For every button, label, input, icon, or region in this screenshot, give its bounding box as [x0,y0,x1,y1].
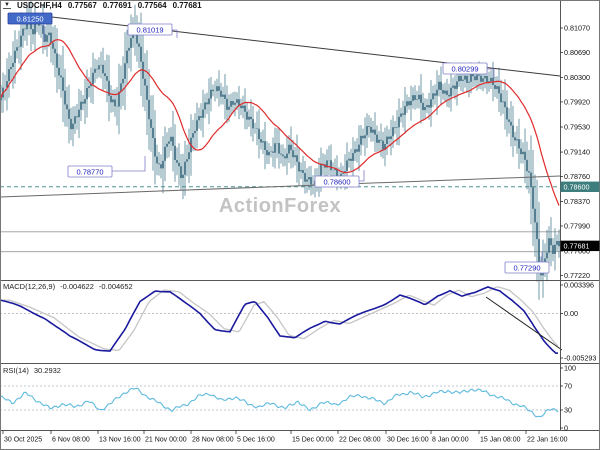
price-level-label-box[interactable] [127,23,173,36]
price-level-label-text: 0.78600 [323,178,350,187]
label-leader-line [359,170,365,182]
rsi-line [0,387,559,418]
price-level-label-text: 0.80299 [451,65,478,74]
price-level-label-box[interactable] [67,165,113,178]
axis-price-label: 70 [564,382,572,391]
axis-price-label: 0.77600 [564,247,590,256]
price-level-label-box[interactable] [314,175,360,188]
macd-name: MACD(12,26,9) [3,282,56,291]
axis-price-label: 0.79920 [564,98,590,107]
trendline[interactable] [0,175,561,198]
macd-indicator-label: MACD(12,26,9) -0.004622 -0.004652 [3,282,133,291]
current-price-marker-text: 0.77681 [564,241,590,250]
label-leader-line [112,156,146,172]
axis-price-label: 0.78760 [564,172,590,181]
price-level-label-text: 0.81019 [136,26,163,35]
time-axis-label[interactable]: 28 Nov 08:00 [192,437,234,444]
current-price-marker [560,240,600,252]
time-axis-label[interactable]: 21 Nov 00:00 [145,437,187,444]
ohlc-close: 0.77681 [172,1,202,10]
price-level-label-text: 0.81250 [16,15,43,24]
macd-value2: -0.004652 [98,282,133,291]
rsi-value: 30.2932 [33,366,61,375]
time-axis-label[interactable]: 15 Dec 00:00 [292,437,334,444]
rsi-name: RSI(14) [3,366,29,375]
time-axis-label[interactable]: 13 Nov 16:00 [99,437,141,444]
moving-average-line [0,39,560,206]
time-axis-label[interactable]: 30 Dec 16:00 [387,437,429,444]
time-axis-label[interactable]: 22 Jan 16:00 [527,437,568,444]
time-axis-label[interactable]: 15 Jan 08:00 [480,437,521,444]
time-axis-label[interactable]: 6 Nov 08:00 [52,437,90,444]
time-axis-label[interactable]: 22 Dec 08:00 [339,437,381,444]
axis-price-label: 0.00 [564,309,578,318]
axis-price-label: 0.78370 [564,197,590,206]
label-leader-line [487,68,495,78]
axis-price-label: 0.003396 [564,281,594,290]
macd-value1: -0.004622 [60,282,94,291]
axis-price-label: 0.80690 [564,48,590,57]
rsi-indicator-label: RSI(14) 30.2932 [3,366,61,375]
chevron-down-icon[interactable]: ▼ [3,2,11,9]
price-level-label-box[interactable] [7,12,53,25]
price-level-label-text: 0.77290 [513,264,540,273]
symbol-timeframe: USDCHF,H4 [16,1,62,10]
current-price-marker [560,181,600,192]
ohlc-high: 0.77691 [102,1,132,10]
time-axis-label[interactable]: 30 Oct 2025 [4,437,42,444]
axis-price-label: -0.005293 [564,354,596,363]
macd-main-line [0,286,558,354]
axis-price-label: 0.77220 [564,271,590,280]
ohlc-low: 0.77564 [137,1,167,10]
macd-signal-line [0,286,559,352]
axis-price-label: 0.77990 [564,222,590,231]
price-level-label-text: 0.78770 [76,168,103,177]
symbol-info-bar: ▼ USDCHF,H4 0.77567 0.77691 0.77564 0.77… [3,1,202,10]
axis-price-label: 100 [564,364,576,373]
current-price-marker-text: 0.78600 [564,182,590,191]
ohlc-open: 0.77567 [67,1,97,10]
axis-price-label: 0.79530 [564,123,590,132]
macd-trendline[interactable] [485,296,563,351]
time-axis-label[interactable]: 8 Jan 00:00 [432,437,469,444]
price-level-label-box[interactable] [504,261,550,274]
candle-bodies [0,17,560,276]
axis-price-label: 30 [564,406,572,415]
label-leader-line [172,29,178,38]
axis-price-label: 0.81070 [564,24,590,33]
axis-price-label: 0 [564,424,568,433]
candle-wicks [0,0,560,300]
axis-price-label: 0.79140 [564,148,590,157]
axis-price-label: 0.80300 [564,73,590,82]
time-axis-label[interactable]: 5 Dec 16:00 [237,437,275,444]
price-level-label-box[interactable] [442,62,488,75]
